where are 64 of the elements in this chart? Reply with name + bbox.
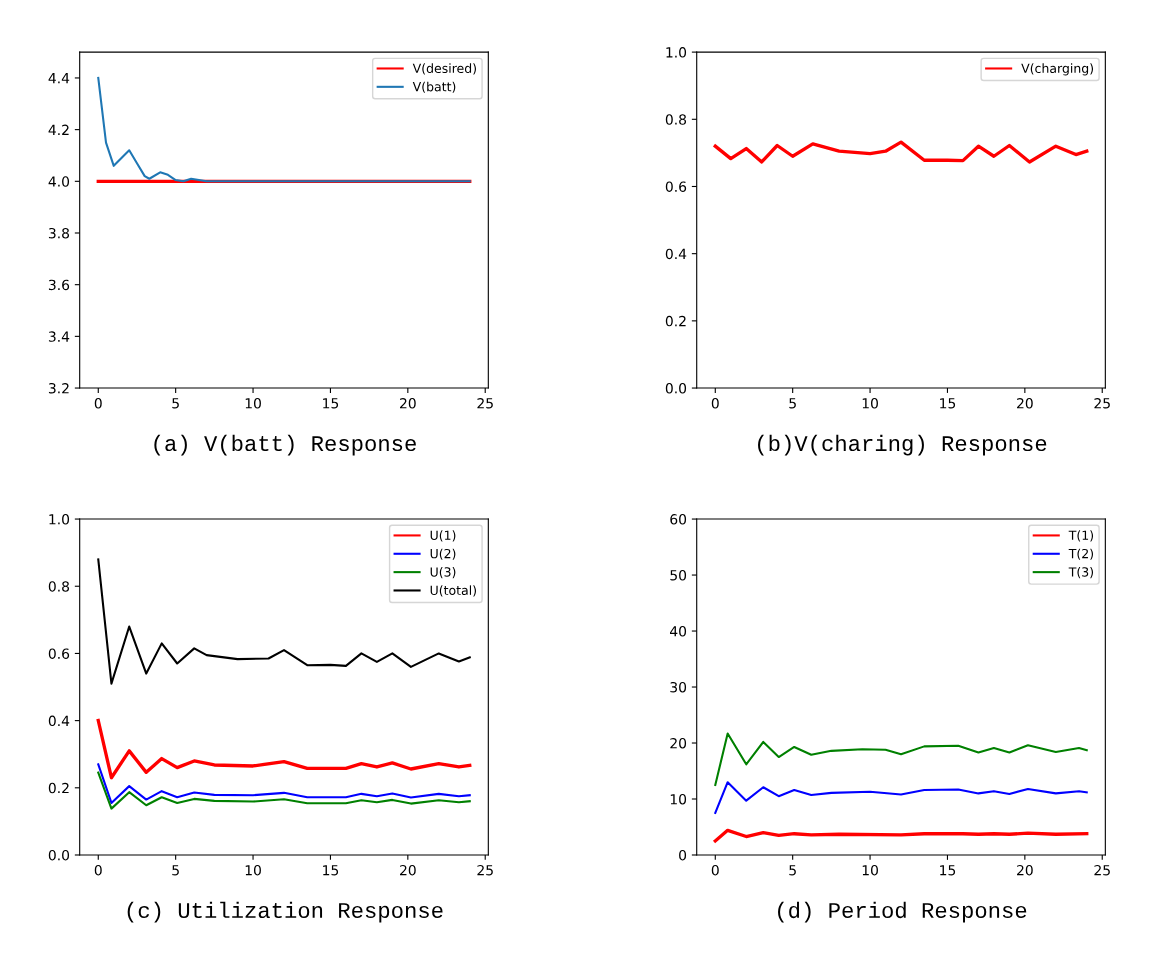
x-tick-label: 25 bbox=[1094, 864, 1110, 876]
x-tick-label: 15 bbox=[940, 865, 956, 876]
text: (d) Period Response bbox=[778, 901, 1027, 923]
y-tick-label: 0.4 bbox=[665, 248, 687, 260]
y-tick-label: 40 bbox=[670, 626, 687, 637]
legend-label: V(desired) bbox=[412, 63, 476, 75]
y-tick-label: 4.4 bbox=[48, 73, 70, 84]
x-tick-label: 5 bbox=[172, 865, 179, 876]
y-tick-label: 0.8 bbox=[48, 581, 70, 592]
x-tick-label: 0 bbox=[94, 864, 102, 876]
legend-label: T(2) bbox=[1068, 548, 1094, 560]
y-tick-label: 4.0 bbox=[48, 176, 70, 187]
y-tick-label: 4.2 bbox=[48, 124, 69, 135]
x-tick-label: 20 bbox=[400, 864, 416, 876]
y-tick-label: 0.8 bbox=[665, 114, 687, 125]
x-tick-label: 20 bbox=[400, 398, 416, 409]
y-tick-label: 10 bbox=[670, 793, 687, 805]
x-tick-label: 5 bbox=[172, 398, 179, 409]
y-tick-label: 0.2 bbox=[665, 315, 686, 327]
y-tick-label: 60 bbox=[670, 514, 687, 525]
y-tick-label: 3.4 bbox=[48, 331, 70, 342]
x-tick-label: 10 bbox=[862, 398, 878, 409]
y-tick-label: 30 bbox=[670, 681, 687, 693]
legend-label: U(2) bbox=[430, 548, 456, 560]
y-tick-label: 3.8 bbox=[48, 227, 70, 239]
y-tick-label: 1.0 bbox=[49, 514, 70, 525]
text: (b)V(charing) Response bbox=[758, 434, 1047, 456]
y-tick-label: 0.0 bbox=[48, 849, 70, 861]
x-tick-label: 25 bbox=[477, 398, 493, 409]
x-tick-label: 15 bbox=[323, 865, 339, 876]
y-tick-label: 3.6 bbox=[48, 279, 70, 291]
x-tick-label: 5 bbox=[789, 398, 796, 409]
x-tick-label: 5 bbox=[789, 865, 796, 876]
y-tick-label: 0 bbox=[679, 849, 687, 861]
y-tick-label: 0.0 bbox=[665, 383, 687, 394]
x-tick-label: 15 bbox=[323, 398, 339, 409]
x-tick-label: 15 bbox=[940, 398, 956, 409]
legend-label: T(1) bbox=[1068, 530, 1094, 542]
legend-label: V(charging) bbox=[1021, 63, 1094, 76]
x-tick-label: 10 bbox=[245, 398, 261, 409]
x-tick-label: 0 bbox=[711, 398, 719, 409]
y-tick-label: 50 bbox=[670, 570, 687, 581]
text: (a) V(batt) Response bbox=[154, 434, 416, 456]
y-tick-label: 1.0 bbox=[666, 47, 687, 58]
legend-label: U(3) bbox=[430, 567, 456, 579]
y-tick-label: 0.6 bbox=[665, 181, 687, 192]
y-tick-label: 3.2 bbox=[48, 383, 69, 394]
legend-label: V(batt) bbox=[412, 81, 456, 93]
x-tick-label: 10 bbox=[245, 864, 261, 876]
x-tick-label: 25 bbox=[477, 864, 493, 876]
y-tick-label: 0.6 bbox=[48, 648, 70, 659]
legend-label: T(3) bbox=[1068, 567, 1094, 579]
legend-label: U(total) bbox=[430, 585, 476, 597]
x-tick-label: 0 bbox=[94, 398, 102, 409]
x-tick-label: 20 bbox=[1017, 398, 1033, 409]
y-tick-label: 0.4 bbox=[48, 715, 70, 727]
x-tick-label: 10 bbox=[862, 864, 878, 876]
y-tick-label: 0.2 bbox=[48, 782, 69, 794]
x-tick-label: 20 bbox=[1017, 864, 1033, 876]
legend-label: U(1) bbox=[430, 530, 456, 542]
y-tick-label: 20 bbox=[670, 737, 687, 749]
text: (c) Utilization Response bbox=[127, 901, 443, 923]
x-tick-label: 0 bbox=[711, 864, 719, 876]
x-tick-label: 25 bbox=[1094, 398, 1110, 409]
